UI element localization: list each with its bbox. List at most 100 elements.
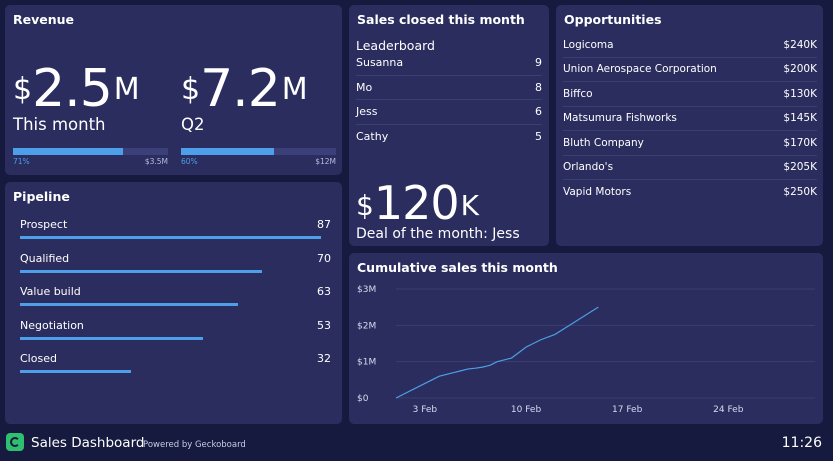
y-tick-label: $1M	[357, 358, 376, 368]
opportunity-value: $170K	[783, 136, 817, 149]
opportunity-value: $145K	[783, 112, 817, 125]
opportunity-row: Orlando's $205K	[563, 156, 817, 180]
progress-fill	[13, 148, 124, 155]
pipeline-count: 32	[317, 352, 331, 365]
currency-symbol: $	[181, 72, 201, 107]
revenue-q2-value: $ 7.2 M	[181, 63, 308, 115]
deal-number: 120	[373, 176, 460, 230]
progress-target: $12M	[315, 157, 336, 166]
progress-percent: 60%	[181, 157, 198, 166]
pipeline-row: Value build 63	[20, 285, 331, 307]
pipeline-row: Closed 32	[20, 352, 331, 374]
deal-suffix: K	[460, 189, 480, 222]
y-tick-label: $0	[357, 394, 369, 404]
x-tick-label: 3 Feb	[413, 405, 438, 415]
revenue-this-month-value: $ 2.5 M	[13, 63, 140, 115]
opportunity-row: Logicoma $240K	[563, 33, 817, 58]
cumulative-sales-panel: Cumulative sales this month $0 $1M $2M $3M 3…	[349, 253, 823, 424]
opportunity-row: Union Aerospace Corporation $200K	[563, 58, 817, 82]
opportunity-name: Vapid Motors	[563, 186, 632, 199]
pipeline-stage: Prospect	[20, 218, 68, 231]
opportunity-row: Biffco $130K	[563, 82, 817, 107]
progress-target: $3.5M	[144, 157, 168, 166]
leaderboard-value: 6	[535, 105, 542, 119]
x-tick-label: 24 Feb	[713, 405, 744, 415]
opportunity-name: Matsumura Fishworks	[563, 112, 677, 125]
opportunities-panel: Opportunities Logicoma $240K Union Aeros…	[556, 5, 823, 246]
revenue-suffix: M	[113, 72, 140, 107]
leaderboard-row: Susanna 9	[356, 51, 542, 76]
pipeline-count: 87	[317, 218, 331, 231]
sales-line	[395, 306, 599, 399]
opportunity-name: Bluth Company	[563, 136, 644, 149]
cumulative-sales-chart: $0 $1M $2M $3M 3 Feb 10 Feb 17 Feb 24 Feb	[357, 285, 815, 415]
opportunity-name: Biffco	[563, 87, 593, 100]
sales-closed-title: Sales closed this month	[357, 12, 525, 27]
leaderboard-name: Jess	[356, 105, 378, 119]
pipeline-count: 63	[317, 285, 331, 298]
y-tick-label: $3M	[357, 285, 376, 295]
revenue-this-month: $ 2.5 M This month	[13, 63, 140, 134]
revenue-title: Revenue	[13, 12, 75, 27]
pipeline-panel: Pipeline Prospect 87 Qualified 70 Value bu…	[5, 182, 342, 424]
revenue-number: 7.2	[200, 59, 281, 119]
pipeline-stage: Qualified	[20, 251, 70, 265]
pipeline-row: Qualified 70	[20, 252, 331, 274]
revenue-q2-progress: 60% $12M	[181, 148, 336, 166]
pipeline-stage: Value build	[20, 285, 81, 298]
opportunity-value: $200K	[783, 63, 817, 76]
revenue-q2: $ 7.2 M Q2	[181, 63, 308, 134]
opportunity-name: Orlando's	[563, 161, 614, 174]
revenue-suffix: M	[281, 72, 308, 107]
opportunity-row: Matsumura Fishworks $145K	[563, 107, 817, 131]
pipeline-row: Negotiation 53	[20, 319, 331, 341]
opportunities-title: Opportunities	[564, 12, 662, 27]
pipeline-bar	[20, 236, 321, 239]
opportunity-value: $130K	[783, 87, 817, 100]
opportunity-row: Vapid Motors $250K	[563, 180, 817, 205]
powered-by: Powered by Geckoboard	[143, 440, 246, 450]
pipeline-bar	[20, 336, 204, 340]
currency-symbol: $	[13, 72, 33, 107]
sales-closed-panel: Sales closed this month Leaderboard Susa…	[349, 5, 549, 246]
pipeline-stage: Closed	[20, 352, 57, 365]
leaderboard-value: 8	[535, 80, 542, 94]
pipeline-bar	[20, 303, 238, 306]
pipeline-count: 53	[317, 318, 331, 332]
revenue-this-month-progress: 71% $3.5M	[13, 148, 168, 166]
leaderboard-value: 9	[535, 56, 542, 70]
geckoboard-logo-icon	[6, 433, 24, 451]
pipeline-stage: Negotiation	[20, 318, 84, 332]
x-tick-label: 10 Feb	[511, 405, 542, 415]
clock: 11:26	[781, 435, 822, 451]
opportunity-value: $205K	[783, 161, 817, 174]
deal-of-month-value: $ 120 K	[356, 180, 479, 226]
opportunity-value: $250K	[783, 186, 817, 199]
currency-symbol: $	[356, 189, 374, 222]
x-tick-label: 17 Feb	[612, 405, 643, 415]
leaderboard-name: Mo	[356, 80, 373, 94]
leaderboard-row: Cathy 5	[356, 125, 542, 150]
leaderboard-row: Jess 6	[356, 100, 542, 125]
y-tick-label: $2M	[357, 321, 376, 331]
opportunity-value: $240K	[783, 38, 817, 51]
pipeline-bar	[20, 370, 131, 373]
revenue-panel: Revenue $ 2.5 M This month 71% $3.5M $ 7…	[5, 5, 342, 175]
deal-of-month-label: Deal of the month: Jess	[356, 226, 520, 242]
leaderboard-value: 5	[535, 130, 542, 144]
revenue-number: 2.5	[32, 59, 113, 119]
chart-title: Cumulative sales this month	[357, 260, 558, 275]
dashboard-title: Sales Dashboard	[31, 435, 145, 451]
leaderboard-title: Leaderboard	[356, 38, 435, 53]
opportunity-row: Bluth Company $170K	[563, 131, 817, 156]
revenue-this-month-label: This month	[13, 115, 106, 134]
pipeline-row: Prospect 87	[20, 218, 331, 240]
opportunity-name: Union Aerospace Corporation	[563, 63, 717, 76]
pipeline-title: Pipeline	[13, 189, 70, 204]
pipeline-count: 70	[317, 251, 331, 265]
opportunity-name: Logicoma	[563, 38, 614, 51]
progress-percent: 71%	[13, 157, 30, 166]
leaderboard-name: Cathy	[356, 130, 389, 144]
leaderboard-row: Mo 8	[356, 76, 542, 100]
pipeline-bar	[20, 269, 262, 273]
